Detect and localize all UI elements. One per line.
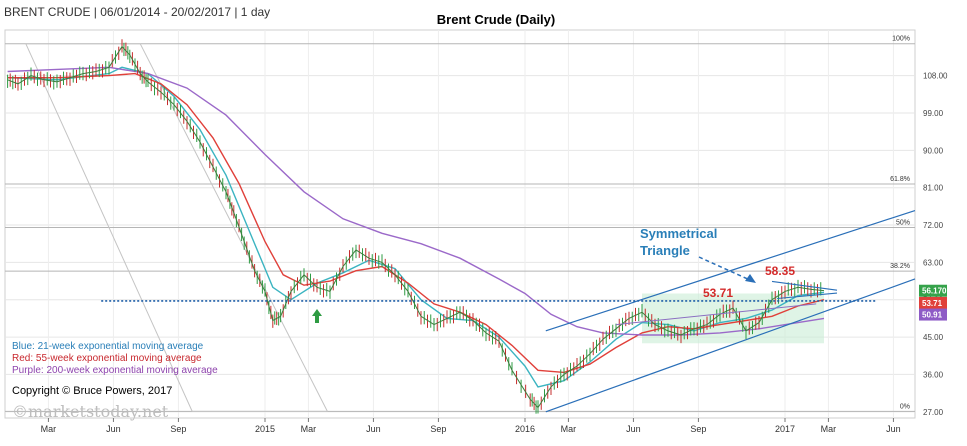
y-tick-label: 63.00 bbox=[923, 258, 944, 267]
y-tick-label: 72.00 bbox=[923, 221, 944, 230]
x-tick-label: Mar bbox=[561, 424, 577, 434]
x-tick-label: 2017 bbox=[775, 424, 795, 434]
price-series bbox=[7, 39, 825, 414]
x-tick-label: Jun bbox=[106, 424, 121, 434]
value-tag bbox=[919, 296, 947, 309]
annotations bbox=[312, 256, 756, 323]
fib-label: 61.8% bbox=[890, 176, 910, 183]
y-tick-label: 36.00 bbox=[923, 370, 944, 379]
channel-upper-line bbox=[545, 209, 916, 332]
axes: 27.0036.0045.0054.0063.0072.0081.0090.00… bbox=[41, 72, 948, 434]
chart-subtitle: BRENT CRUDE | 06/01/2014 - 20/02/2017 | … bbox=[4, 5, 270, 19]
fib-label: 100% bbox=[892, 36, 910, 43]
x-tick-label: Sep bbox=[170, 424, 186, 434]
y-tick-label: 81.00 bbox=[923, 184, 944, 193]
wedge-line-outer bbox=[25, 43, 193, 412]
pattern-label-line2: Triangle bbox=[640, 243, 690, 258]
value-tag-label: 53.71 bbox=[922, 299, 943, 308]
trend-lines bbox=[101, 209, 916, 413]
ma-21-week-line bbox=[7, 66, 825, 388]
y-tick-label: 45.00 bbox=[923, 333, 944, 342]
left-wedge bbox=[25, 43, 328, 412]
x-tick-label: Mar bbox=[41, 424, 57, 434]
pattern-label-line1: Symmetrical bbox=[640, 226, 717, 241]
value-tag bbox=[919, 284, 947, 297]
high-label-2: 58.35 bbox=[765, 264, 795, 278]
price-line bbox=[7, 45, 825, 409]
chart-title: Brent Crude (Daily) bbox=[437, 12, 555, 27]
x-tick-label: 2015 bbox=[255, 424, 275, 434]
channel-mid-line bbox=[615, 303, 817, 326]
value-tag-label: 56.170 bbox=[922, 287, 947, 296]
fib-levels: 100% 61.8% 50% 38.2% 0% bbox=[5, 36, 915, 412]
fib-label: 0% bbox=[900, 403, 910, 410]
watermark: ©marketstoday.net bbox=[12, 402, 169, 421]
plot-frame bbox=[4, 29, 916, 419]
y-tick-label: 108.00 bbox=[923, 72, 948, 81]
pattern-arrow bbox=[698, 256, 753, 282]
value-tags: 56.170 53.71 50.91 bbox=[919, 284, 947, 321]
legend-blue: Blue: 21-week exponential moving average bbox=[12, 341, 204, 352]
x-tick-label: Mar bbox=[821, 424, 837, 434]
value-tag-label: 50.91 bbox=[922, 311, 943, 320]
triangle-upper-line bbox=[771, 280, 838, 291]
x-tick-label: Jun bbox=[366, 424, 381, 434]
x-tick-label: Sep bbox=[690, 424, 706, 434]
y-tick-label: 99.00 bbox=[923, 109, 944, 118]
x-tick-label: 2016 bbox=[515, 424, 535, 434]
legend-red: Red: 55-week exponential moving average bbox=[12, 353, 202, 364]
y-tick-label: 90.00 bbox=[923, 146, 944, 155]
x-tick-label: Jun bbox=[626, 424, 641, 434]
triangle-lower-line bbox=[777, 292, 838, 300]
x-tick-label: Mar bbox=[301, 424, 317, 434]
copyright: Copyright © Bruce Powers, 2017 bbox=[12, 385, 172, 397]
pattern-arrowhead bbox=[745, 274, 756, 283]
value-tag bbox=[919, 308, 947, 321]
legend-purple: Purple: 200-week exponential moving aver… bbox=[12, 365, 218, 376]
x-tick-label: Jun bbox=[886, 424, 901, 434]
fib-label: 38.2% bbox=[890, 263, 910, 270]
wedge-line-inner bbox=[139, 43, 328, 412]
up-arrow-icon bbox=[312, 309, 322, 323]
x-tick-label: Sep bbox=[430, 424, 446, 434]
high-label-1: 53.71 bbox=[703, 286, 733, 300]
y-tick-label: 27.00 bbox=[923, 408, 944, 417]
fib-label: 50% bbox=[896, 220, 910, 227]
